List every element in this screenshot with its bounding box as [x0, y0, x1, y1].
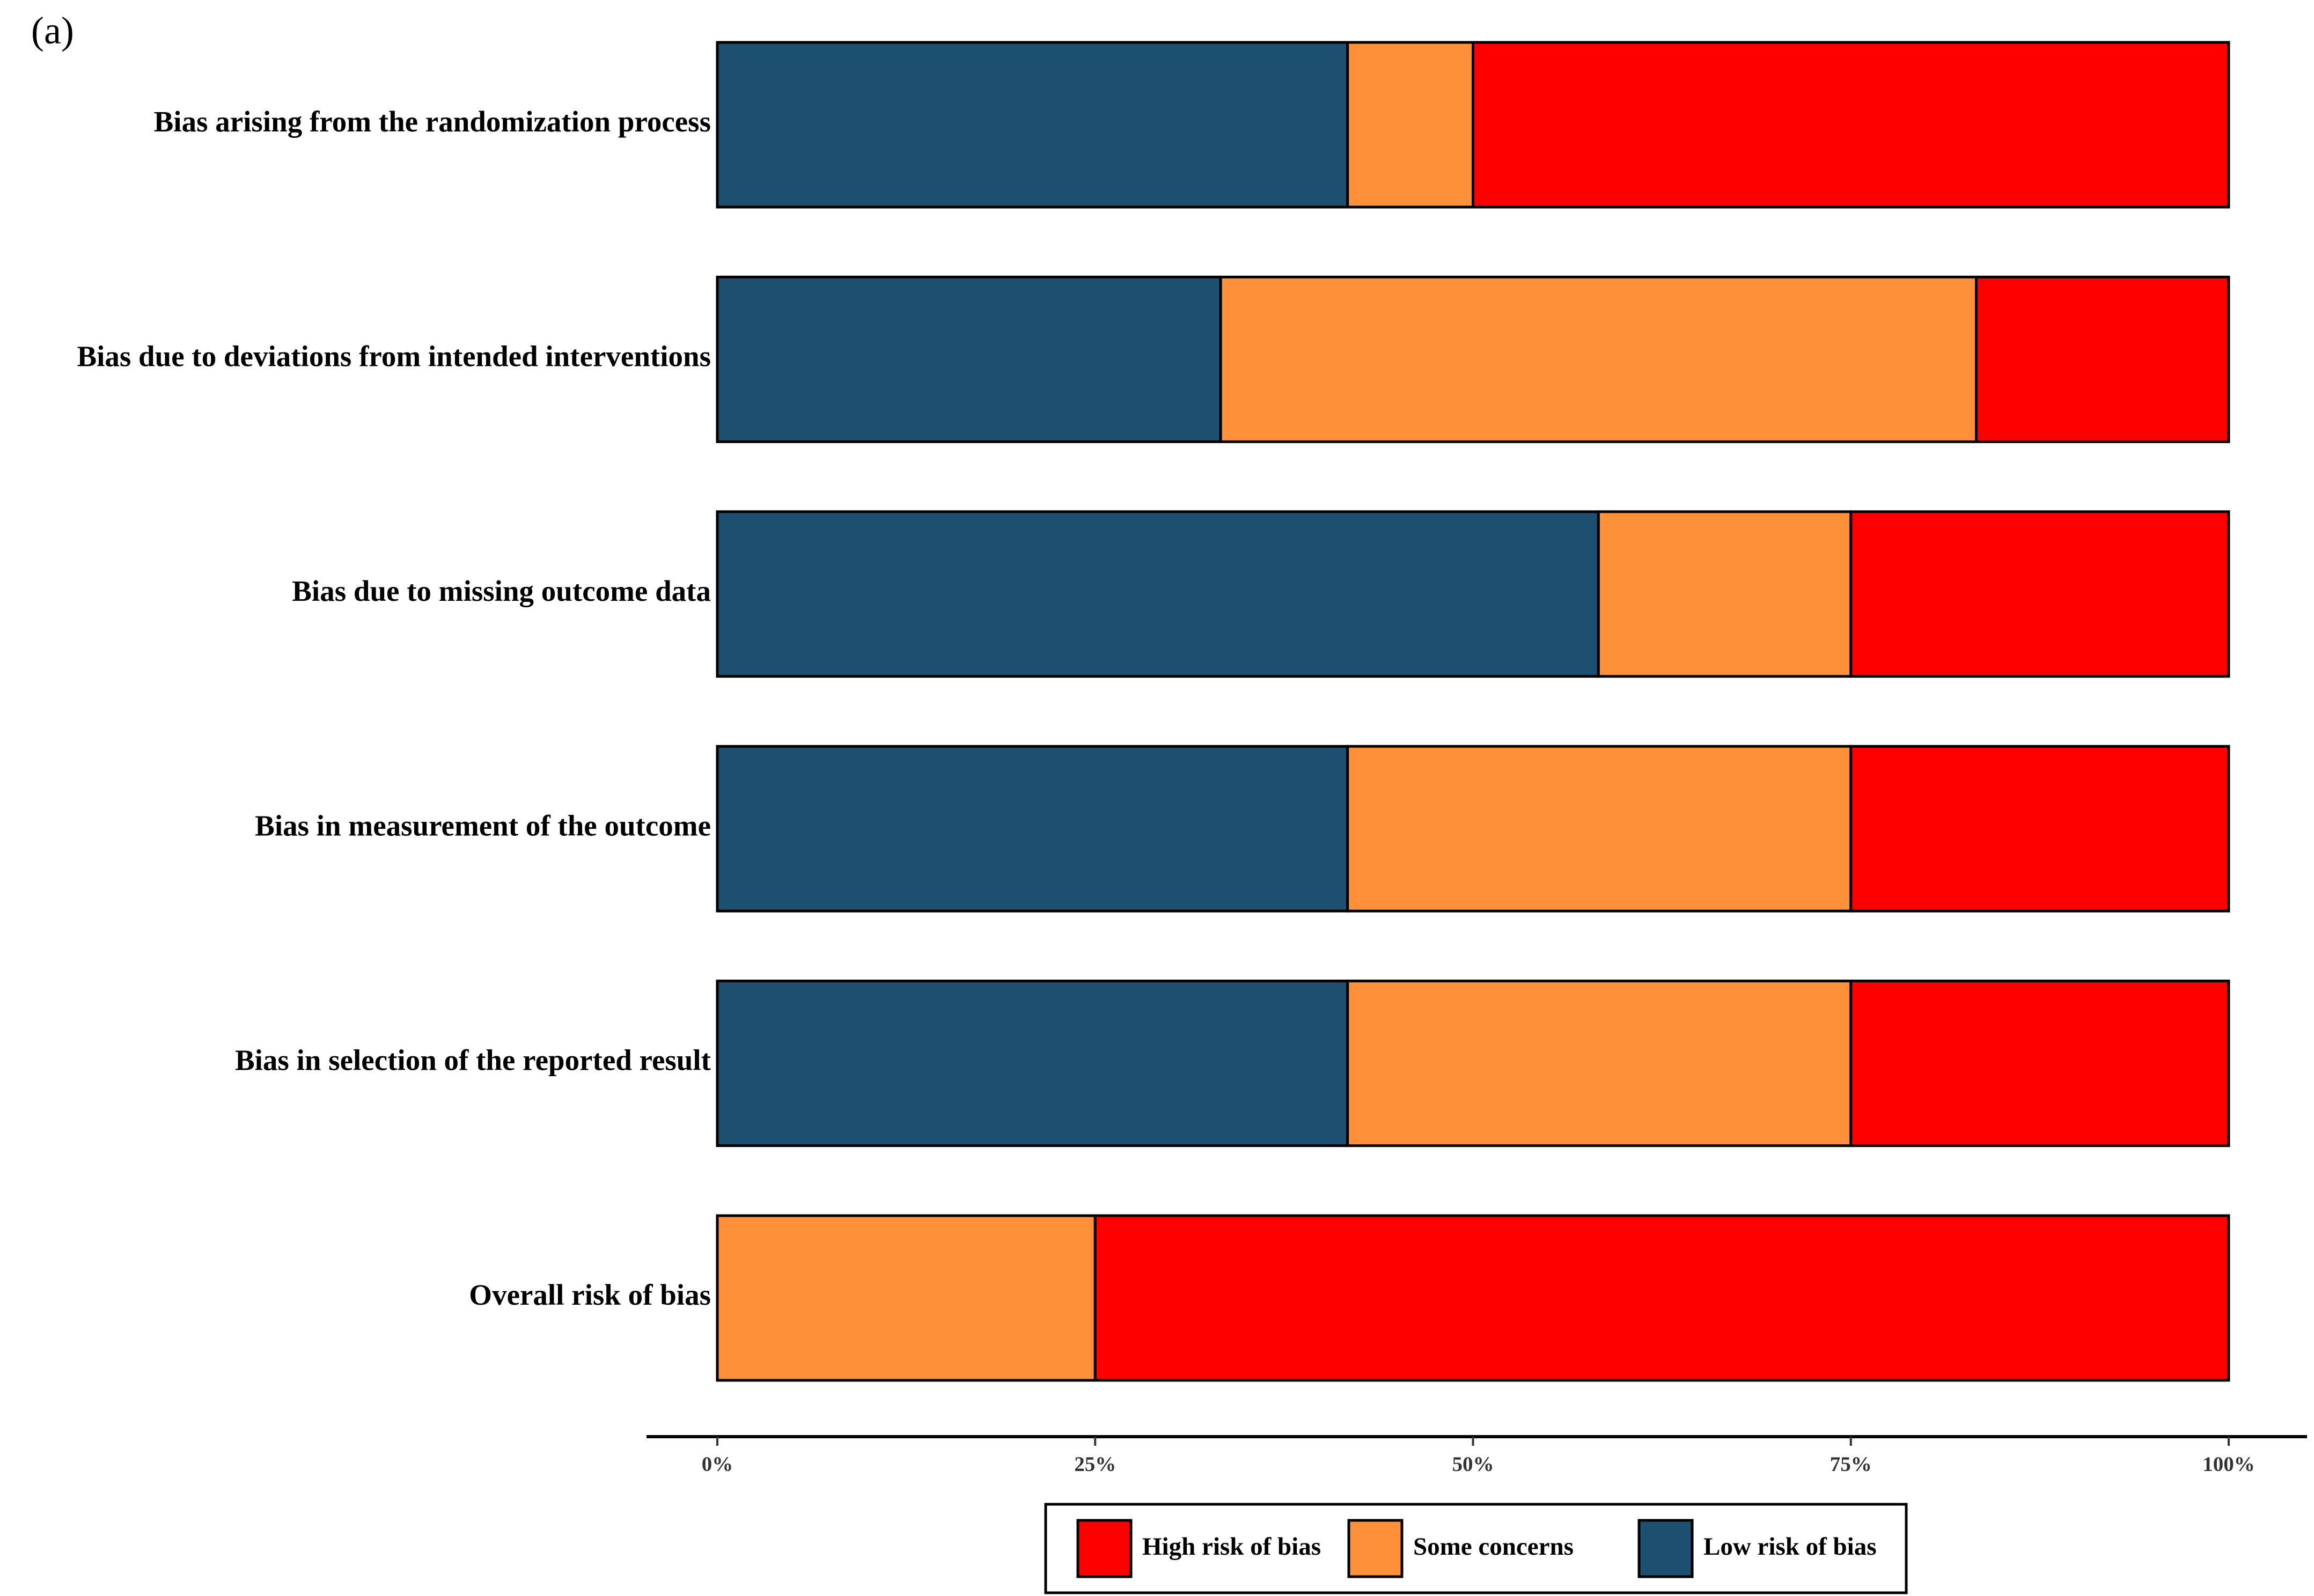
- category-labels: Bias arising from the randomization proc…: [77, 105, 711, 1311]
- category-label: Bias due to missing outcome data: [292, 575, 711, 607]
- bar-segment-some-concerns: [1597, 510, 1853, 678]
- legend-swatch-some-concerns: [1347, 1519, 1404, 1578]
- category-label: Bias arising from the randomization proc…: [154, 105, 711, 138]
- x-tick-label: 50%: [1452, 1453, 1494, 1476]
- legend-label: Low risk of bias: [1703, 1533, 1877, 1561]
- category-label: Bias due to deviations from intended int…: [77, 340, 711, 373]
- legend-label: Some concerns: [1413, 1533, 1574, 1561]
- bar-segment-high-risk-of-bias: [1093, 1214, 2230, 1382]
- bar-segment-low-risk-of-bias: [716, 980, 1349, 1148]
- category-label: Overall risk of bias: [469, 1278, 711, 1311]
- bar-segment-high-risk-of-bias: [1849, 980, 2230, 1148]
- bar-segment-high-risk-of-bias: [1472, 41, 2230, 209]
- bar-segment-low-risk-of-bias: [716, 745, 1349, 913]
- category-label: Bias in measurement of the outcome: [255, 809, 711, 842]
- legend-label: High risk of bias: [1142, 1533, 1321, 1561]
- bar-segment-some-concerns: [1346, 745, 1853, 913]
- bar-segment-low-risk-of-bias: [716, 41, 1349, 209]
- bars-group: [716, 41, 2230, 1382]
- bar-segment-high-risk-of-bias: [1975, 275, 2230, 443]
- x-axis-ticks: 0% 25% 50% 75% 100%: [702, 1437, 2255, 1476]
- bar-segment-some-concerns: [1346, 980, 1853, 1148]
- x-tick-label: 0%: [702, 1453, 733, 1476]
- x-tick-label: 100%: [2202, 1453, 2255, 1476]
- bar-segment-high-risk-of-bias: [1849, 745, 2230, 913]
- x-tick-label: 75%: [1830, 1453, 1872, 1476]
- legend-box: [1044, 1503, 1908, 1594]
- bar-segment-high-risk-of-bias: [1849, 510, 2230, 678]
- panel-label: (a): [31, 9, 74, 52]
- legend-swatch-low-risk-of-bias: [1637, 1519, 1694, 1578]
- bar-segment-some-concerns: [716, 1214, 1097, 1382]
- bar-segment-low-risk-of-bias: [716, 275, 1222, 443]
- x-tick-label: 25%: [1074, 1453, 1116, 1476]
- bar-segment-some-concerns: [1219, 275, 1978, 443]
- legend-swatch-high-risk-of-bias: [1076, 1519, 1133, 1578]
- bar-segment-some-concerns: [1346, 41, 1474, 209]
- category-label: Bias in selection of the reported result: [235, 1044, 711, 1077]
- bar-segment-low-risk-of-bias: [716, 510, 1600, 678]
- legend: High risk of bias Some concerns Low risk o…: [1044, 1503, 1908, 1594]
